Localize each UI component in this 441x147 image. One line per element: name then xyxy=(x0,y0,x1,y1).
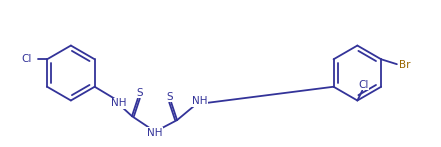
Text: NH: NH xyxy=(192,96,207,106)
Text: Cl: Cl xyxy=(358,80,368,90)
Text: Br: Br xyxy=(399,60,411,70)
Text: NH: NH xyxy=(112,98,127,108)
Text: NH: NH xyxy=(147,128,162,138)
Text: Cl: Cl xyxy=(21,54,31,64)
Text: S: S xyxy=(137,88,143,98)
Text: S: S xyxy=(166,92,172,102)
